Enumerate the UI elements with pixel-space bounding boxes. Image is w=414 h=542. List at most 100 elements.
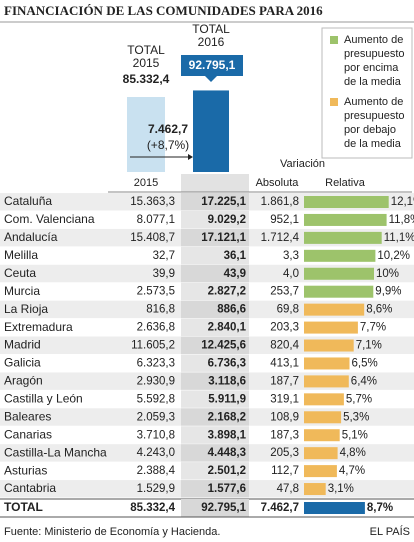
region: Asturias xyxy=(4,463,47,477)
brand: EL PAÍS xyxy=(370,525,410,538)
absolute: 187,3 xyxy=(270,429,299,441)
relative-bar xyxy=(304,375,349,388)
absolute: 4,0 xyxy=(283,268,299,280)
value-2016: 2.168,2 xyxy=(208,411,246,423)
relative-bar xyxy=(304,267,374,280)
col-2016-bg xyxy=(181,282,249,301)
region: Com. Valenciana xyxy=(4,212,95,226)
col-2016-bg xyxy=(181,193,249,211)
value-2016: 17.225,1 xyxy=(201,196,246,208)
relative-label: 8,6% xyxy=(366,304,392,316)
col-2016-bg xyxy=(181,228,249,247)
col-2016-bg xyxy=(181,264,249,283)
relative-bar xyxy=(304,411,342,424)
value-2015: 2.573,5 xyxy=(137,286,175,298)
absolute: 205,3 xyxy=(270,447,299,459)
col-2016-bg xyxy=(181,426,249,445)
region: Canarias xyxy=(4,427,52,441)
col-2016-bg xyxy=(181,480,249,499)
region: Aragón xyxy=(4,374,43,388)
relative-bar xyxy=(304,213,387,226)
absolute: 253,7 xyxy=(270,286,299,298)
absolute: 203,3 xyxy=(270,322,299,334)
relative-bar xyxy=(304,321,358,334)
col-2016-bg xyxy=(181,300,249,319)
total-label: 2015 xyxy=(133,56,160,70)
col-2016-bg xyxy=(181,408,249,427)
relative-label: 9,9% xyxy=(375,286,401,298)
absolute: 112,7 xyxy=(271,465,299,477)
region: Cataluña xyxy=(4,194,52,208)
legend-box xyxy=(321,27,413,159)
source: Fuente: Ministerio de Economía y Haciend… xyxy=(4,526,220,538)
column-header: Absoluta xyxy=(256,177,300,189)
region: Cantabria xyxy=(4,481,56,495)
value-2016: 2.501,2 xyxy=(208,465,246,477)
value-pointer xyxy=(205,76,217,82)
arrow-head xyxy=(188,154,193,160)
region: Murcia xyxy=(4,284,40,298)
value-2015: 15.363,3 xyxy=(130,196,175,208)
value-2016: 2.827,2 xyxy=(208,286,246,298)
value-box xyxy=(181,55,243,76)
region: Baleares xyxy=(4,409,51,423)
col-2016-bg xyxy=(181,444,249,463)
title: FINANCIACIÓN DE LAS COMUNIDADES PARA 201… xyxy=(4,3,323,18)
legend-text: de la media xyxy=(344,76,402,88)
relative-label: 6,4% xyxy=(351,375,377,387)
absolute: 3,3 xyxy=(283,250,299,262)
total-value: 92.795,1 xyxy=(189,58,236,72)
col-2016-bg xyxy=(181,246,249,265)
legend-text: Aumento de xyxy=(344,34,403,46)
legend-text: presupuesto xyxy=(344,48,405,60)
absolute: 47,8 xyxy=(277,483,299,495)
relative-label: 10% xyxy=(376,268,399,280)
relative-label: 10,2% xyxy=(377,250,410,262)
region: Extremadura xyxy=(4,320,73,334)
value-2016: 9.029,2 xyxy=(208,214,246,226)
value-2015: 39,9 xyxy=(153,268,175,280)
relative-bar xyxy=(304,196,389,208)
region: La Rioja xyxy=(4,302,48,316)
region: Andalucía xyxy=(4,230,58,244)
difference: 7.462,7 xyxy=(148,122,188,136)
total-bar xyxy=(127,97,165,172)
relative-label: 12,1% xyxy=(391,196,414,208)
region: Galicia xyxy=(4,356,41,370)
absolute: 1.861,8 xyxy=(261,196,299,208)
relative-label: 5,7% xyxy=(346,393,372,405)
region: Melilla xyxy=(4,248,38,262)
difference-pct: (+8,7%) xyxy=(147,138,189,152)
value-2015: 2.059,3 xyxy=(137,411,175,423)
column-header: Relativa xyxy=(325,177,366,189)
value-2015: 5.592,8 xyxy=(137,393,175,405)
relative-label: 5,1% xyxy=(342,429,368,441)
col-2016-bg xyxy=(181,499,249,517)
relative-bar xyxy=(304,483,326,496)
total-value: 85.332,4 xyxy=(123,72,170,86)
relative-bar xyxy=(304,465,337,478)
relative-bar xyxy=(304,285,374,298)
relative-label: 3,1% xyxy=(328,483,354,495)
legend-text: por encima xyxy=(344,62,399,74)
value-2016: 17.121,1 xyxy=(201,232,246,244)
value-2016: 43,9 xyxy=(224,268,246,280)
value-2015: 3.710,8 xyxy=(137,429,175,441)
absolute: 69,8 xyxy=(277,304,299,316)
value-2015: 85.332,4 xyxy=(130,502,175,514)
region: Madrid xyxy=(4,338,41,352)
value-2016: 2.840,1 xyxy=(208,322,247,334)
value-2015: 4.243,0 xyxy=(137,447,175,459)
col-2016-bg xyxy=(181,390,249,409)
absolute: 1.712,4 xyxy=(261,232,300,244)
absolute: 187,7 xyxy=(270,375,299,387)
value-2015: 6.323,3 xyxy=(137,357,175,369)
legend-text: por debajo xyxy=(344,124,396,136)
relative-bar xyxy=(304,249,376,262)
column-header: 2015 xyxy=(134,177,158,189)
value-2015: 15.408,7 xyxy=(130,232,175,244)
legend-swatch xyxy=(330,98,338,106)
legend-swatch xyxy=(330,36,338,44)
value-2015: 816,8 xyxy=(146,304,175,316)
